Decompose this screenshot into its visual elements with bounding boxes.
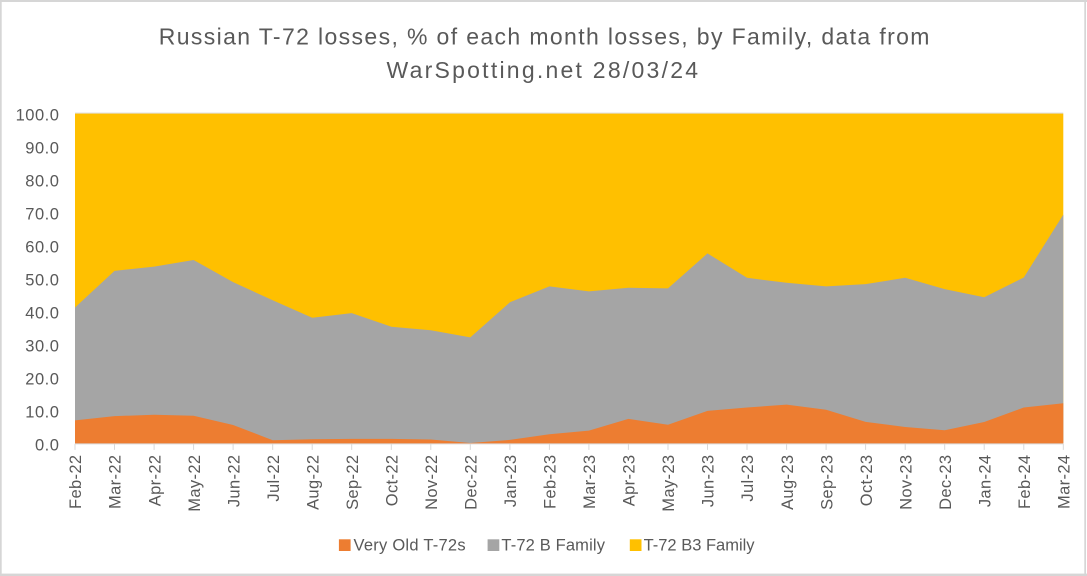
svg-text:Jan-24: Jan-24 [976, 455, 994, 508]
svg-text:Mar-23: Mar-23 [581, 455, 599, 509]
svg-text:Dec-22: Dec-22 [463, 455, 481, 510]
svg-text:May-22: May-22 [186, 455, 204, 512]
svg-text:40.0: 40.0 [25, 304, 59, 322]
svg-text:Jul-23: Jul-23 [739, 455, 757, 502]
svg-text:Sep-23: Sep-23 [818, 455, 836, 510]
svg-text:70.0: 70.0 [25, 205, 59, 223]
svg-text:T-72 B Family: T-72 B Family [501, 536, 605, 554]
svg-text:Oct-23: Oct-23 [858, 455, 876, 507]
svg-text:Dec-23: Dec-23 [937, 455, 955, 510]
svg-text:WarSpotting.net 28/03/24: WarSpotting.net 28/03/24 [387, 57, 701, 83]
svg-text:Nov-23: Nov-23 [897, 455, 915, 510]
svg-text:Apr-22: Apr-22 [146, 455, 164, 507]
svg-text:100.0: 100.0 [16, 106, 60, 124]
svg-text:Nov-22: Nov-22 [423, 455, 441, 510]
svg-text:Feb-23: Feb-23 [542, 455, 560, 509]
svg-text:Aug-23: Aug-23 [779, 455, 797, 510]
svg-text:Mar-22: Mar-22 [107, 455, 125, 509]
svg-text:0.0: 0.0 [35, 436, 59, 454]
svg-text:20.0: 20.0 [25, 370, 59, 388]
svg-text:10.0: 10.0 [25, 403, 59, 421]
svg-text:Mar-24: Mar-24 [1056, 455, 1074, 509]
svg-text:90.0: 90.0 [25, 139, 59, 157]
svg-text:50.0: 50.0 [25, 271, 59, 289]
svg-text:Jun-23: Jun-23 [700, 455, 718, 508]
svg-text:Apr-23: Apr-23 [621, 455, 639, 507]
svg-text:60.0: 60.0 [25, 238, 59, 256]
svg-text:30.0: 30.0 [25, 337, 59, 355]
svg-text:Feb-22: Feb-22 [67, 455, 85, 509]
svg-text:Oct-22: Oct-22 [384, 455, 402, 507]
svg-text:Jun-22: Jun-22 [225, 455, 243, 508]
svg-text:May-23: May-23 [660, 455, 678, 512]
svg-text:Russian T-72 losses, % of each: Russian T-72 losses, % of each month los… [159, 23, 931, 49]
svg-text:Jan-23: Jan-23 [502, 455, 520, 508]
svg-text:Jul-22: Jul-22 [265, 455, 283, 502]
svg-text:T-72 B3 Family: T-72 B3 Family [644, 536, 756, 554]
svg-text:Very Old T-72s: Very Old T-72s [354, 536, 466, 554]
svg-text:Sep-22: Sep-22 [344, 455, 362, 510]
svg-text:Aug-22: Aug-22 [304, 455, 322, 510]
svg-text:80.0: 80.0 [25, 172, 59, 190]
svg-text:Feb-24: Feb-24 [1016, 455, 1034, 509]
